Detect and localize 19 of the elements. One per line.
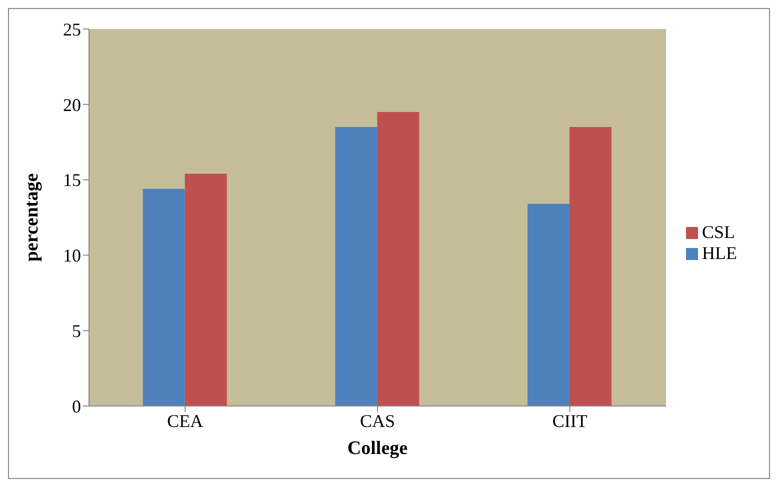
bar: [184, 174, 227, 406]
y-axis-title: percentage: [22, 173, 43, 262]
y-tick-label: 25: [63, 19, 81, 40]
bar: [377, 112, 420, 406]
bar: [570, 127, 612, 406]
y-tick-label: 15: [63, 170, 81, 190]
legend-label: HLE: [702, 242, 737, 262]
y-tick-label: 5: [72, 320, 81, 341]
legend-label: CSL: [702, 222, 736, 242]
y-tick-label: 10: [63, 246, 81, 266]
bar: [142, 188, 185, 406]
y-tick-label: 20: [63, 94, 81, 115]
x-tick-label: CIIT: [552, 410, 588, 431]
x-tick-label: CAS: [360, 410, 396, 431]
x-axis-title: College: [347, 438, 408, 459]
y-tick-label: 0: [72, 396, 81, 416]
x-tick-label: CEA: [167, 410, 204, 431]
bar: [528, 204, 570, 406]
bar: [335, 127, 378, 406]
